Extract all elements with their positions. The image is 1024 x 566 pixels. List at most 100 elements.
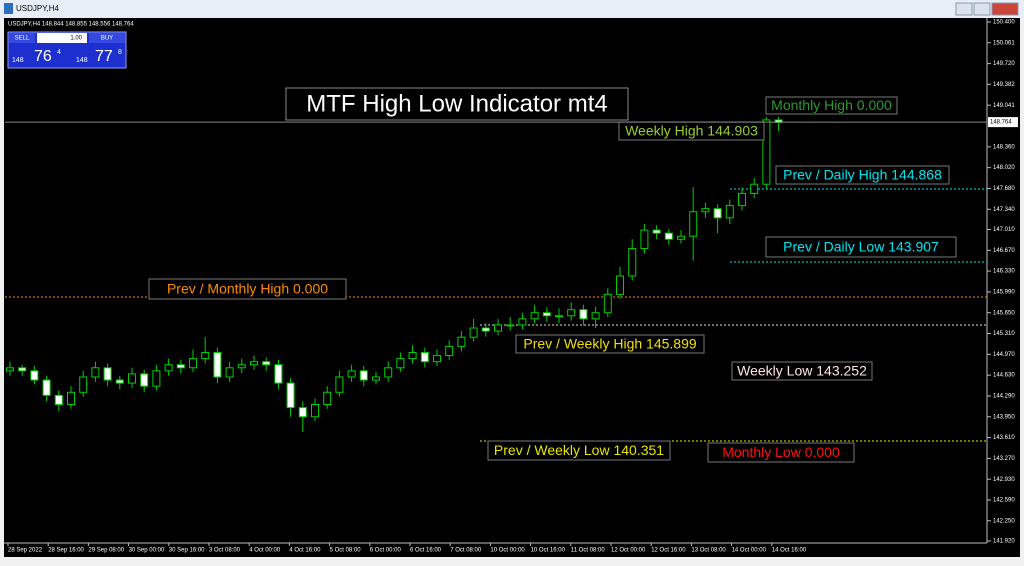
- candle-body: [250, 361, 258, 366]
- candle-body: [140, 373, 149, 387]
- x-tick-label: 30 Sep 16:00: [169, 548, 205, 554]
- candle-body: [542, 312, 551, 317]
- candle-body: [640, 229, 649, 249]
- close-button[interactable]: [991, 2, 1019, 16]
- candle-body: [201, 351, 210, 360]
- x-tick-label: 13 Oct 08:00: [691, 548, 726, 554]
- y-tick-label: 150.400: [993, 20, 1015, 26]
- candle-body: [725, 205, 734, 219]
- candle-body: [30, 370, 39, 381]
- bid-big: 148: [12, 57, 24, 64]
- candle-body: [433, 355, 441, 363]
- candle-body: [567, 309, 576, 317]
- candle-body: [555, 315, 563, 318]
- candle-body: [408, 351, 417, 360]
- window-title: USDJPY,H4: [16, 4, 60, 13]
- candle-body: [323, 391, 332, 406]
- y-tick-label: 149.382: [993, 82, 1015, 88]
- candle-body: [628, 247, 637, 277]
- candle-body: [18, 367, 27, 372]
- minimize-button[interactable]: [955, 2, 973, 16]
- candle-body: [530, 312, 539, 320]
- title-box: [285, 87, 629, 121]
- candle-body: [262, 361, 271, 366]
- buy-button[interactable]: [89, 33, 125, 43]
- y-tick-label: 141.920: [993, 539, 1015, 545]
- candle-body: [372, 376, 380, 381]
- y-tick-label: 145.310: [993, 331, 1015, 337]
- candle-body: [176, 364, 185, 369]
- candle-body: [91, 367, 100, 378]
- y-tick-label: 143.270: [993, 456, 1015, 462]
- x-tick-label: 4 Oct 16:00: [289, 548, 321, 554]
- candle-body: [237, 364, 246, 369]
- candle-body: [6, 367, 14, 372]
- bid-pips: 76: [34, 48, 52, 65]
- ask-frac: 8: [118, 49, 122, 56]
- x-tick-label: 14 Oct 16:00: [772, 548, 807, 554]
- candle-body: [103, 367, 112, 381]
- labels: MTF High Low Indicator mt4 Monthly High …: [148, 87, 957, 463]
- y-tick-label: 145.990: [993, 289, 1015, 295]
- y-tick-label: 150.061: [993, 40, 1015, 46]
- maximize-button[interactable]: [973, 2, 991, 16]
- level-label: Prev / Monthly High 0.000: [167, 281, 328, 297]
- candle-body: [481, 327, 490, 332]
- candle-body: [274, 364, 283, 384]
- y-tick-label: 144.630: [993, 373, 1015, 379]
- candle-body: [213, 351, 222, 378]
- y-tick-label: 147.680: [993, 186, 1015, 192]
- level-label: Prev / Weekly High 145.899: [523, 336, 696, 352]
- candle-body: [603, 293, 612, 314]
- sell-button[interactable]: [9, 33, 35, 43]
- x-tick-label: 28 Sep 2022: [8, 548, 43, 554]
- candle-body: [286, 382, 295, 409]
- y-tick-label: 143.610: [993, 435, 1015, 441]
- y-tick-label: 146.670: [993, 248, 1015, 254]
- x-tick-label: 14 Oct 00:00: [732, 548, 767, 554]
- candle-body: [359, 370, 368, 381]
- candle-body: [54, 394, 63, 406]
- candle-body: [579, 309, 588, 320]
- label-box: [487, 440, 671, 461]
- candle-body: [506, 324, 515, 327]
- price-tag: [988, 117, 1018, 128]
- label-box: [765, 96, 898, 115]
- candle-body: [689, 211, 698, 237]
- y-tick-label: 149.720: [993, 61, 1015, 67]
- x-tick-label: 6 Oct 00:00: [370, 548, 402, 554]
- y-tick-label: 145.650: [993, 310, 1015, 316]
- y-tick-label: 142.930: [993, 477, 1015, 483]
- label-box: [765, 236, 957, 258]
- x-tick-label: 10 Oct 00:00: [490, 548, 525, 554]
- y-tick-label: 146.330: [993, 269, 1015, 275]
- x-tick-label: 10 Oct 16:00: [531, 548, 566, 554]
- lot-input[interactable]: [37, 33, 87, 43]
- level-label: Monthly Low 0.000: [722, 444, 840, 460]
- x-tick-label: 6 Oct 16:00: [410, 548, 442, 554]
- level-label: Weekly Low 143.252: [737, 363, 867, 379]
- sell-text: SELL: [15, 36, 30, 42]
- y-tick-label: 148.360: [993, 144, 1015, 150]
- level-label: Prev / Daily High 144.868: [783, 167, 942, 183]
- candle-body: [494, 324, 502, 332]
- candle-body: [701, 208, 710, 213]
- level-label: Prev / Daily Low 143.907: [783, 239, 939, 255]
- candle-body: [396, 358, 405, 369]
- candle-body: [457, 336, 466, 347]
- y-tick-label: 142.250: [993, 518, 1015, 524]
- candle-body: [164, 364, 173, 372]
- candle-body: [518, 318, 527, 326]
- candle-body: [445, 345, 454, 357]
- x-tick-label: 7 Oct 08:00: [450, 548, 482, 554]
- x-tick-label: 4 Oct 00:00: [249, 548, 281, 554]
- trade-panel: SELL 1.00 BUY 148 76 4 148 77 8: [7, 31, 127, 69]
- title-bar: [0, 0, 1024, 18]
- candle-body: [311, 404, 319, 418]
- candle-body: [616, 275, 624, 295]
- candle-body: [652, 229, 661, 234]
- ask-big: 148: [76, 57, 88, 64]
- level-label: Monthly High 0.000: [771, 97, 892, 113]
